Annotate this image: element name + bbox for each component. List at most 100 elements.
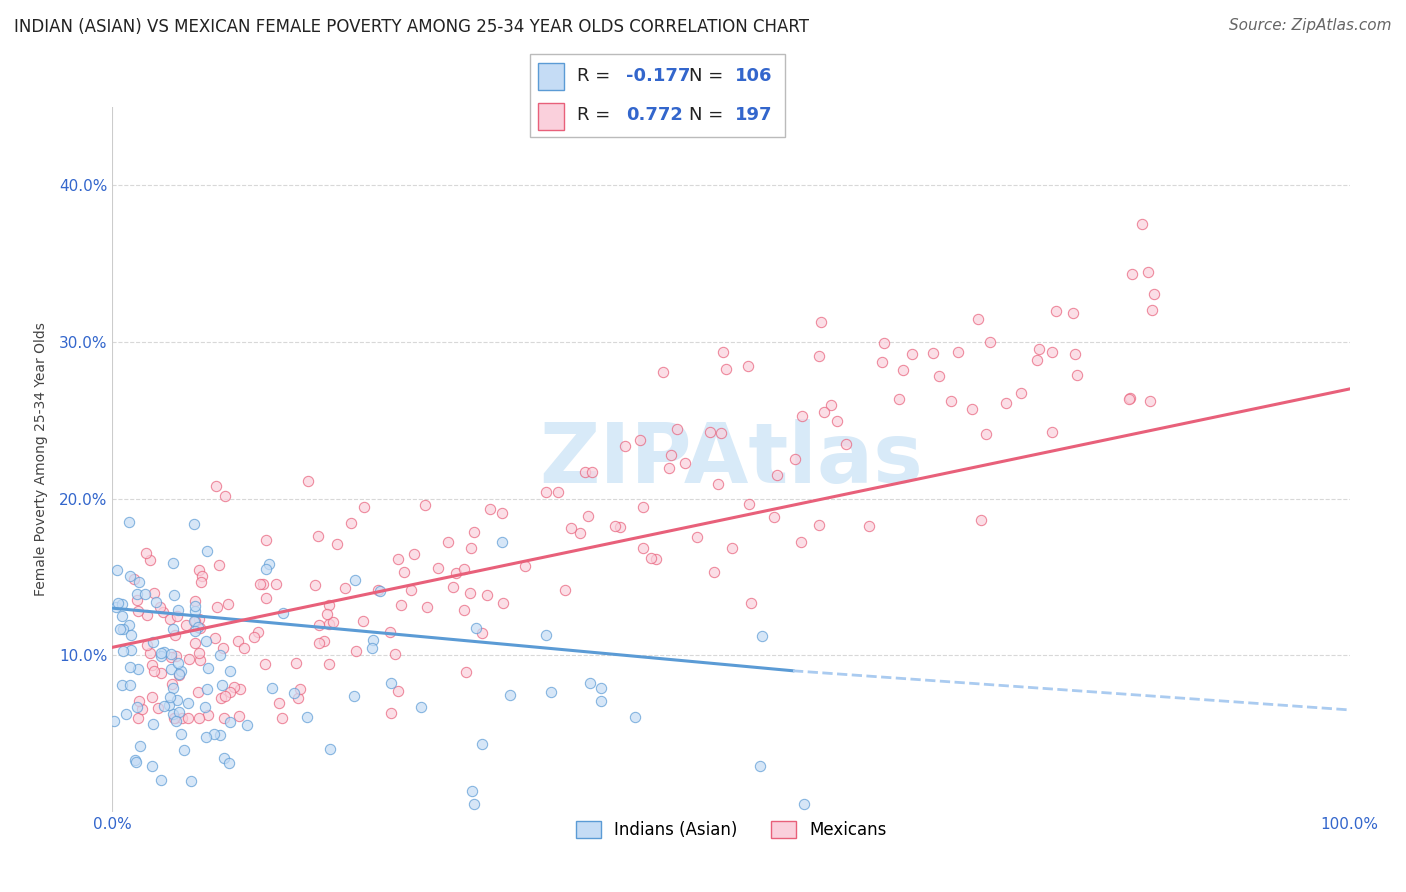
Indians (Asian) xyxy=(197,661,219,675)
Mexicans xyxy=(1040,425,1063,439)
Mexicans xyxy=(576,508,599,523)
Mexicans xyxy=(184,593,207,607)
Mexicans xyxy=(661,448,683,462)
Mexicans xyxy=(1062,306,1084,320)
Mexicans xyxy=(710,425,733,440)
Mexicans xyxy=(232,640,254,655)
Mexicans xyxy=(1121,267,1143,281)
Bar xyxy=(537,103,564,130)
Indians (Asian) xyxy=(107,562,129,576)
Mexicans xyxy=(628,434,651,448)
Mexicans xyxy=(128,694,150,708)
Indians (Asian) xyxy=(127,662,149,676)
Mexicans xyxy=(858,519,880,533)
Indians (Asian) xyxy=(464,622,486,636)
Mexicans xyxy=(716,362,738,376)
Indians (Asian) xyxy=(219,714,242,729)
Indians (Asian) xyxy=(105,600,128,615)
Mexicans xyxy=(810,315,832,329)
Indians (Asian) xyxy=(463,797,485,811)
Mexicans xyxy=(387,684,409,698)
Indians (Asian) xyxy=(589,694,612,708)
Mexicans xyxy=(217,597,239,611)
Mexicans xyxy=(673,456,696,470)
Indians (Asian) xyxy=(153,645,176,659)
Indians (Asian) xyxy=(491,534,513,549)
Text: 197: 197 xyxy=(735,106,773,124)
Mexicans xyxy=(166,609,188,624)
Mexicans xyxy=(163,711,186,725)
Mexicans xyxy=(184,636,207,650)
Mexicans xyxy=(707,477,730,491)
Mexicans xyxy=(740,596,762,610)
Mexicans xyxy=(970,513,993,527)
Mexicans xyxy=(463,525,485,540)
Mexicans xyxy=(149,665,172,680)
Mexicans xyxy=(686,530,709,544)
Mexicans xyxy=(304,578,326,592)
Mexicans xyxy=(322,615,344,630)
Mexicans xyxy=(820,398,842,412)
Mexicans xyxy=(1066,368,1088,382)
Mexicans xyxy=(165,648,187,663)
Mexicans xyxy=(187,711,209,725)
Mexicans xyxy=(921,345,943,359)
Indians (Asian) xyxy=(183,516,205,531)
Indians (Asian) xyxy=(211,678,233,692)
Mexicans xyxy=(415,599,437,614)
Mexicans xyxy=(139,646,162,660)
Indians (Asian) xyxy=(187,620,209,634)
Mexicans xyxy=(207,599,229,614)
Text: N =: N = xyxy=(689,106,728,124)
Indians (Asian) xyxy=(360,641,382,656)
Indians (Asian) xyxy=(120,628,142,642)
Mexicans xyxy=(460,541,482,555)
Mexicans xyxy=(264,577,287,591)
Mexicans xyxy=(475,588,498,602)
Mexicans xyxy=(148,701,170,715)
Mexicans xyxy=(125,592,148,607)
Indians (Asian) xyxy=(107,596,129,610)
Mexicans xyxy=(1118,392,1140,406)
Mexicans xyxy=(613,439,636,453)
Mexicans xyxy=(191,568,214,582)
Mexicans xyxy=(177,711,200,725)
Text: Source: ZipAtlas.com: Source: ZipAtlas.com xyxy=(1229,18,1392,33)
Mexicans xyxy=(165,711,187,725)
Mexicans xyxy=(204,478,226,492)
Indians (Asian) xyxy=(150,772,173,787)
Mexicans xyxy=(994,396,1017,410)
Mexicans xyxy=(479,502,502,516)
Mexicans xyxy=(152,605,174,619)
Mexicans xyxy=(609,520,631,534)
FancyBboxPatch shape xyxy=(530,54,785,137)
Indians (Asian) xyxy=(111,622,134,636)
Mexicans xyxy=(131,702,153,716)
Indians (Asian) xyxy=(118,515,141,529)
Mexicans xyxy=(413,498,436,512)
Indians (Asian) xyxy=(208,728,231,742)
Mexicans xyxy=(1130,217,1153,231)
Mexicans xyxy=(139,553,162,567)
Indians (Asian) xyxy=(112,644,135,658)
Indians (Asian) xyxy=(751,629,773,643)
Mexicans xyxy=(249,577,271,591)
Mexicans xyxy=(141,690,163,704)
Indians (Asian) xyxy=(127,699,149,714)
Mexicans xyxy=(1028,342,1050,356)
Indians (Asian) xyxy=(162,707,184,722)
Mexicans xyxy=(308,618,330,632)
Mexicans xyxy=(889,392,911,406)
Indians (Asian) xyxy=(128,574,150,589)
Mexicans xyxy=(197,708,219,723)
Mexicans xyxy=(252,577,274,591)
Indians (Asian) xyxy=(218,756,240,770)
Mexicans xyxy=(136,608,159,623)
Mexicans xyxy=(367,583,389,598)
Mexicans xyxy=(574,465,596,479)
Indians (Asian) xyxy=(208,648,231,662)
Indians (Asian) xyxy=(162,681,184,696)
Mexicans xyxy=(790,534,813,549)
Mexicans xyxy=(141,657,163,672)
Mexicans xyxy=(384,648,406,662)
